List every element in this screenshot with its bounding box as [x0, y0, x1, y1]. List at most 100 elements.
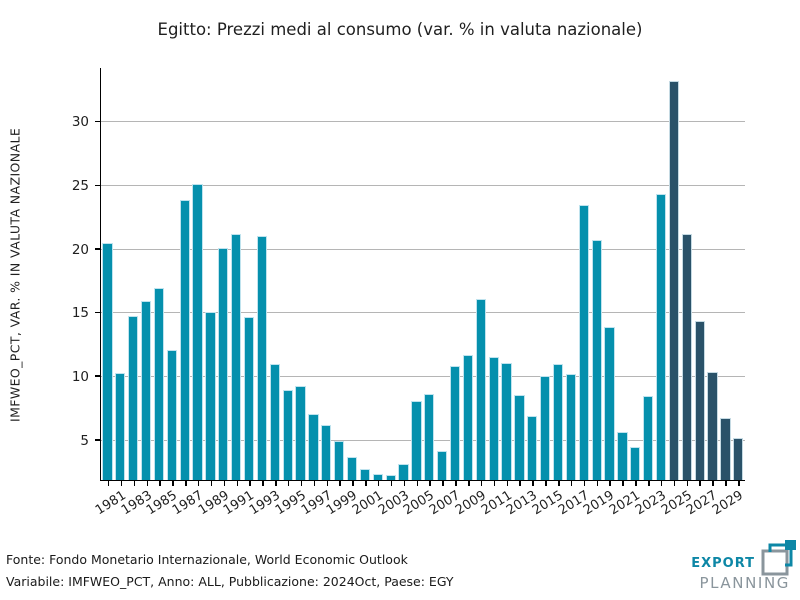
x-tick-1995	[300, 481, 303, 486]
bar-slot-1985	[165, 68, 178, 480]
gridline-5	[101, 439, 745, 441]
bar-2017	[578, 205, 589, 480]
x-tick-1989	[223, 481, 226, 486]
x-tick-2025	[686, 481, 689, 486]
gridline-25	[101, 185, 745, 187]
x-tick-2000	[365, 481, 367, 486]
bar-1997	[321, 425, 332, 480]
x-tick-2023	[660, 481, 663, 486]
bar-slot-2021	[629, 68, 642, 480]
x-tick-1981	[120, 481, 123, 486]
x-tick-2016	[570, 481, 573, 486]
bar-slot-2010	[487, 68, 500, 480]
x-tick-2007	[455, 481, 457, 486]
bar-slot-2028	[719, 68, 732, 480]
x-tick-2008	[468, 481, 470, 486]
x-tick-2018	[596, 481, 599, 486]
bar-slot-2017	[577, 68, 590, 480]
bar-1992	[256, 235, 268, 480]
bar-slot-2007	[449, 68, 462, 480]
bar-2020	[617, 431, 628, 480]
bar-2021	[630, 446, 641, 480]
bar-2006	[437, 450, 448, 480]
bar-2000	[359, 468, 371, 480]
x-tick-1983	[146, 481, 148, 486]
bar-slot-2011	[500, 68, 513, 480]
bar-1980	[102, 243, 113, 480]
source-footer: Fonte: Fondo Monetario Internazionale, W…	[6, 549, 454, 593]
x-tick-2006	[442, 481, 444, 486]
bar-slot-2026	[693, 68, 706, 480]
bar-slot-2001	[371, 68, 384, 480]
bar-1985	[166, 350, 177, 480]
bar-series	[101, 68, 745, 480]
bar-slot-1996	[307, 68, 320, 480]
bar-1984	[153, 287, 165, 480]
x-tick-2001	[377, 481, 380, 486]
bar-2026	[694, 320, 705, 480]
y-tick-5	[95, 439, 100, 441]
bar-2024	[668, 80, 680, 480]
x-tick-2019	[609, 481, 611, 486]
bar-1981	[115, 373, 126, 480]
bar-slot-1987	[191, 68, 204, 480]
bar-slot-1980	[101, 68, 114, 480]
bar-2004	[411, 401, 422, 480]
bar-slot-2023	[655, 68, 668, 480]
bar-slot-2025	[680, 68, 693, 480]
bar-2010	[488, 356, 499, 480]
bar-slot-1986	[178, 68, 191, 480]
gridline-30	[101, 121, 745, 123]
bar-2012	[514, 394, 525, 480]
bar-2018	[591, 239, 602, 480]
x-tick-2027	[712, 481, 714, 486]
bar-1983	[140, 300, 152, 480]
bar-slot-1990	[230, 68, 243, 480]
x-tick-1984	[159, 481, 161, 486]
y-tick-label-15: 15	[71, 305, 89, 322]
bar-2007	[449, 365, 461, 480]
bar-slot-2022	[642, 68, 655, 480]
bar-2023	[655, 193, 667, 480]
bar-slot-2024	[668, 68, 681, 480]
bar-1993	[269, 364, 280, 480]
x-tick-2017	[583, 481, 586, 486]
bar-2005	[424, 393, 435, 480]
bar-2014	[540, 375, 551, 480]
bar-slot-2002	[384, 68, 397, 480]
bar-slot-1984	[153, 68, 166, 480]
x-tick-2003	[403, 481, 406, 486]
bar-2002	[385, 474, 396, 480]
bar-slot-2009	[474, 68, 487, 480]
bar-1994	[282, 389, 293, 480]
bar-1990	[231, 234, 242, 480]
y-tick-20	[95, 248, 100, 250]
bar-slot-2016	[565, 68, 578, 480]
bar-1999	[346, 457, 358, 480]
bar-1989	[218, 248, 229, 480]
x-axis: 1981 1983 1985 1987 1989 1991 1993 1995 1997 1999…	[93, 481, 746, 541]
x-tick-1990	[236, 481, 239, 486]
bar-2001	[372, 473, 383, 480]
chart-title: Egitto: Prezzi medi al consumo (var. % i…	[157, 20, 643, 39]
y-tick-label-5: 5	[80, 432, 89, 449]
x-tick-2002	[390, 481, 393, 486]
x-tick-1997	[326, 481, 329, 486]
gridline-20	[101, 248, 745, 250]
x-tick-1986	[185, 481, 187, 486]
y-tick-label-10: 10	[71, 368, 89, 385]
x-tick-1985	[172, 481, 174, 486]
bar-2027	[707, 371, 718, 480]
bar-slot-2000	[359, 68, 372, 480]
bar-slot-2029	[732, 68, 745, 480]
x-tick-1994	[287, 481, 290, 486]
bar-1988	[205, 312, 216, 480]
y-tick-30	[95, 120, 100, 123]
bar-2015	[552, 364, 564, 480]
x-tick-1988	[210, 481, 213, 486]
bar-slot-1988	[204, 68, 217, 480]
bar-slot-2006	[436, 68, 449, 480]
bar-2019	[604, 327, 615, 480]
bar-slot-2005	[423, 68, 436, 480]
